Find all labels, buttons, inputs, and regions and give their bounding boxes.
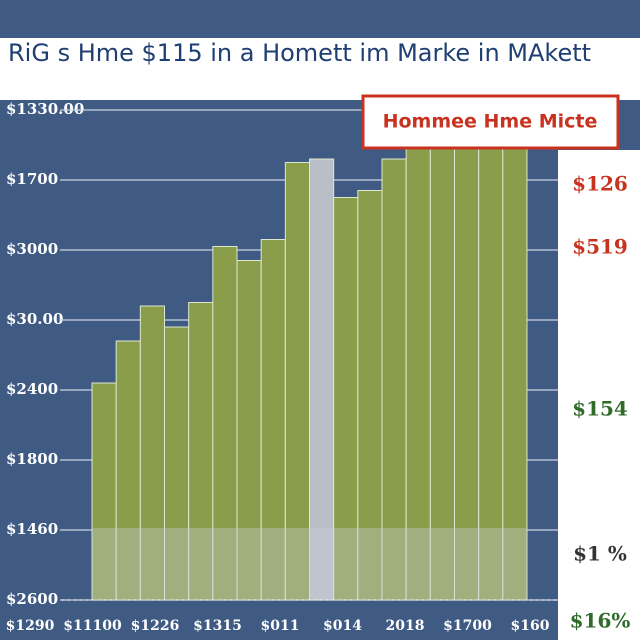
annotation: $16% [570, 609, 631, 633]
y-tick-label: $1700 [6, 170, 58, 188]
bar [212, 246, 238, 601]
y-tick-label: $1330.00 [6, 100, 84, 118]
badge: Hommee Hme Micte [383, 111, 598, 133]
y-tick-label: $30.00 [6, 310, 63, 328]
badge-box [361, 94, 620, 150]
bar [429, 148, 456, 601]
x-tick-label: $1315 [193, 618, 242, 634]
bar [309, 158, 335, 601]
bar [236, 260, 262, 601]
bar [164, 326, 190, 601]
x-tick-label: $011 [261, 618, 300, 634]
x-tick-label: $160 [511, 618, 550, 634]
bar [357, 190, 383, 601]
bar [381, 158, 407, 601]
y-tick-label: $1460 [6, 520, 58, 538]
bar [188, 302, 214, 601]
y-tick-label: $1800 [6, 450, 58, 468]
bar-shade [92, 528, 527, 600]
bar [91, 382, 117, 601]
title-banner [0, 38, 640, 100]
x-tick-label: $1700 [443, 618, 492, 634]
x-tick-label: 2018 [386, 618, 425, 634]
y-tick-label: $3000 [6, 240, 58, 258]
y-tick-label: $2400 [6, 380, 58, 398]
annotation: $519 [572, 235, 628, 259]
bar [333, 197, 359, 601]
bar [454, 148, 480, 601]
y-tick-label: $2600 [6, 590, 58, 608]
side-panel [558, 150, 640, 640]
bar [284, 162, 311, 601]
annotation: $1 % [573, 542, 627, 566]
annotation: $126 [572, 172, 628, 196]
x-tick-label: $014 [323, 618, 362, 634]
x-tick-label: $1226 [131, 618, 180, 634]
x-tick-label: $11100 [63, 618, 122, 634]
x-tick-label: $1290 [6, 618, 55, 634]
bar [502, 148, 528, 601]
bar [115, 340, 141, 601]
chart-title: RiG s Hme $115 in a Homett im Marke in M… [8, 39, 591, 67]
annotation: $154 [572, 397, 628, 421]
